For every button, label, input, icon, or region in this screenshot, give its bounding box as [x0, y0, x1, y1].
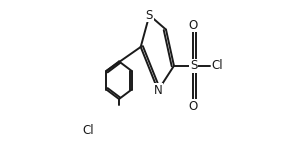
Text: S: S: [190, 59, 197, 72]
Text: Cl: Cl: [83, 124, 95, 137]
Text: Cl: Cl: [211, 59, 223, 72]
Text: S: S: [146, 9, 153, 22]
Text: O: O: [189, 100, 198, 113]
Text: N: N: [154, 84, 162, 97]
Text: O: O: [189, 19, 198, 32]
